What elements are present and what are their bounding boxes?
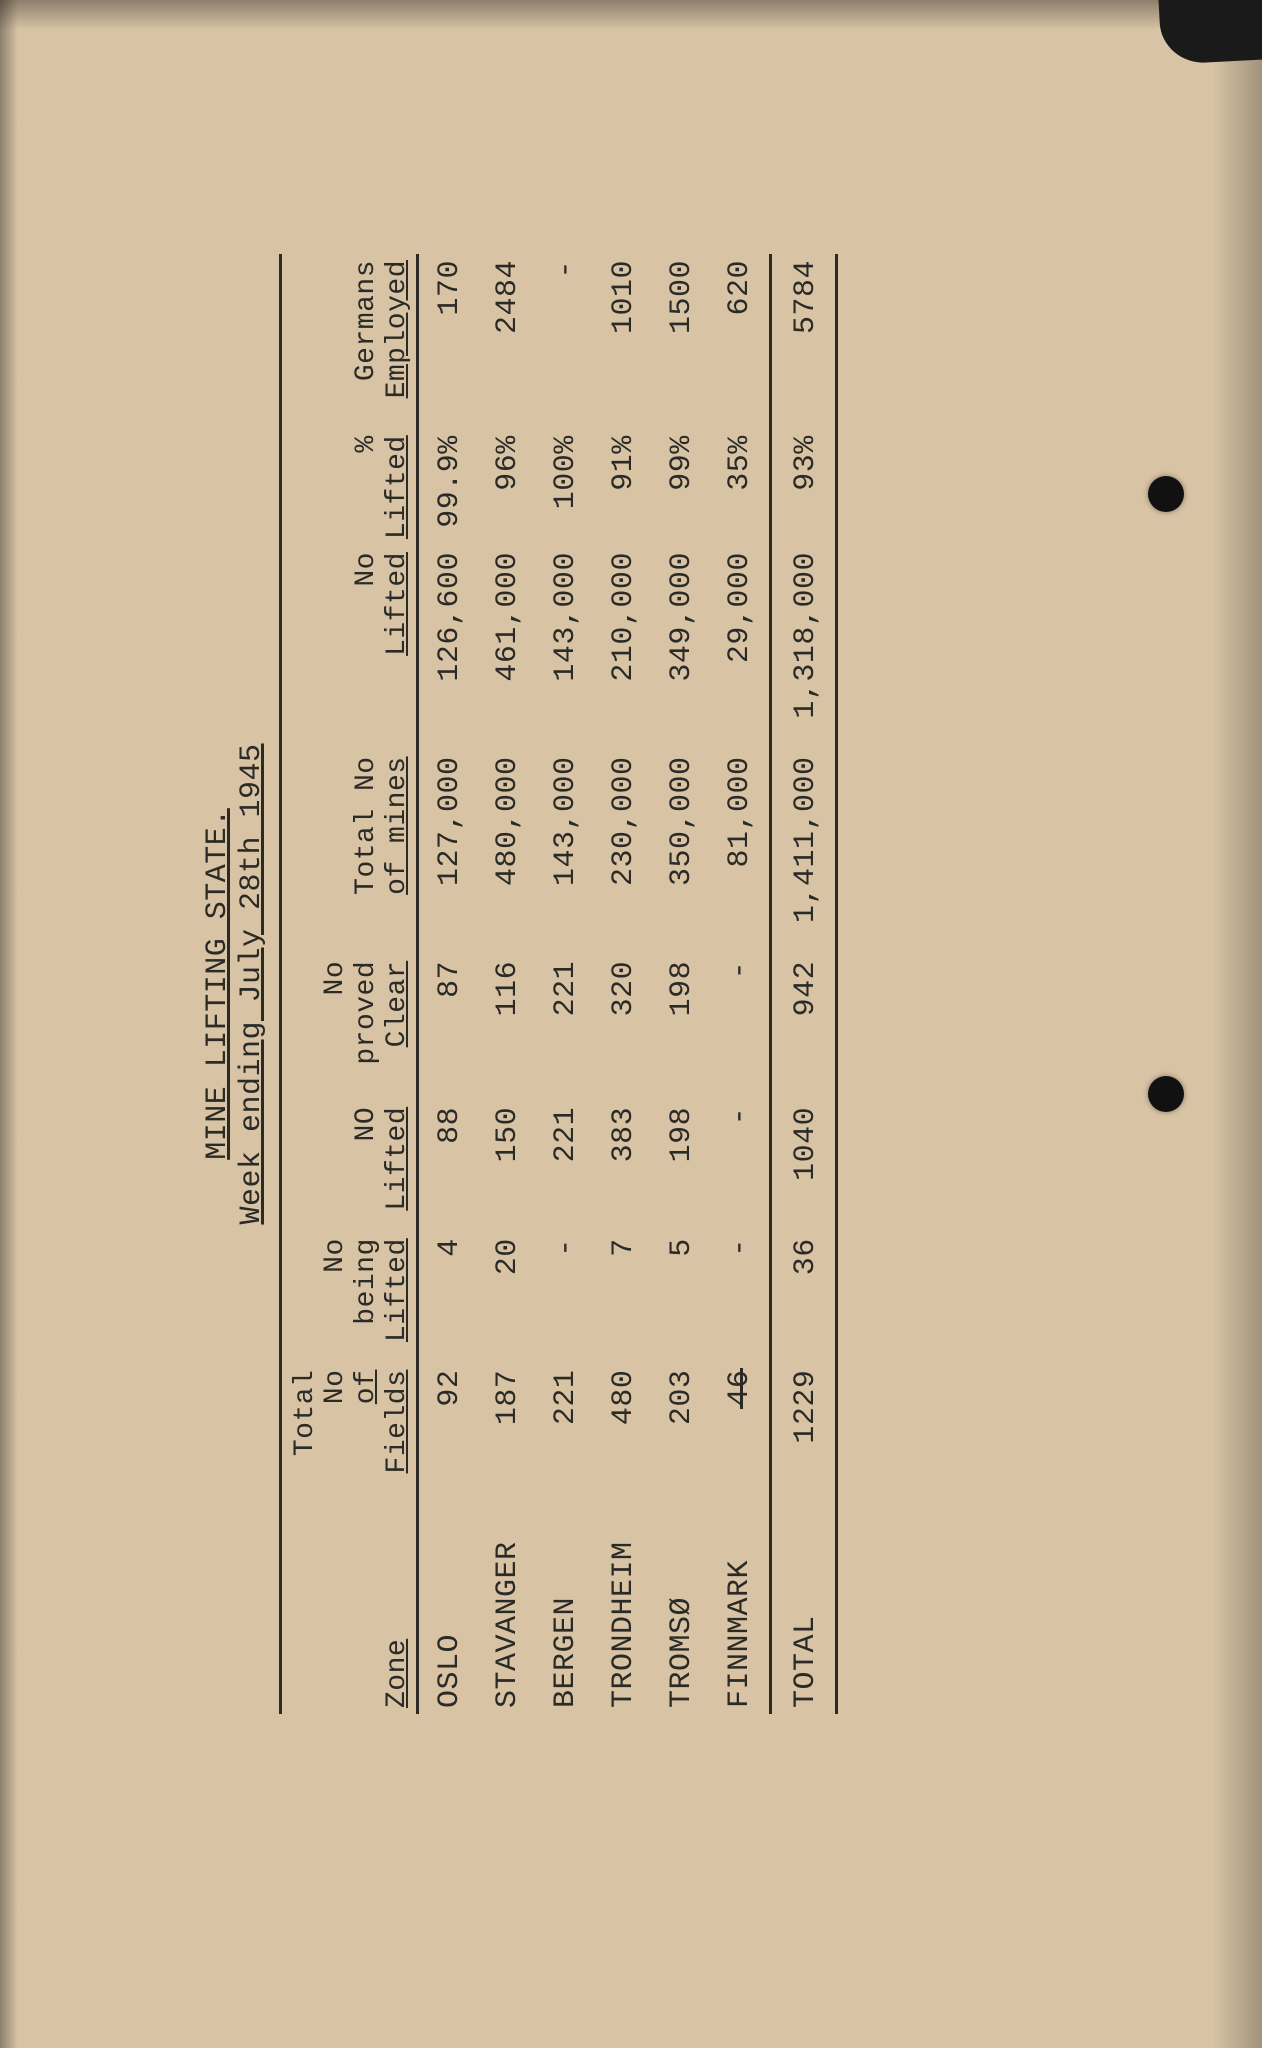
table-cell: 35% <box>711 429 771 546</box>
table-cell: 350,000 <box>653 750 711 954</box>
table-cell: - <box>537 254 595 429</box>
table-cell: 7 <box>595 1232 653 1363</box>
table-cell: 620 <box>711 254 771 429</box>
table-cell: 221 <box>537 1101 595 1232</box>
table-row: OSLO9248887127,000126,60099.9%170 <box>421 254 479 1714</box>
table-cell: 20 <box>479 1232 537 1363</box>
table-header-row: Zone Total No of Fields No being Lifted … <box>285 254 418 1714</box>
table-cell: 126,600 <box>421 546 479 750</box>
table-cell: 36 <box>775 1232 837 1363</box>
col-header-germans-employed: Germans Employed <box>285 254 418 429</box>
table-cell: 349,000 <box>653 546 711 750</box>
table-cell: 5 <box>653 1232 711 1363</box>
table-cell: 1229 <box>775 1364 837 1510</box>
col-header-zone: Zone <box>285 1510 418 1714</box>
table-cell: 1,318,000 <box>775 546 837 750</box>
table-cell: STAVANGER <box>479 1510 537 1714</box>
table-cell: 91% <box>595 429 653 546</box>
table-cell: 187 <box>479 1364 537 1510</box>
table-cell: - <box>711 1232 771 1363</box>
edge-shadow <box>0 0 18 2048</box>
col-header-total-mines: Total No of mines <box>285 750 418 954</box>
page-corner-dark <box>1158 0 1262 65</box>
table-cell: TROMSØ <box>653 1510 711 1714</box>
table-cell: 198 <box>653 955 711 1101</box>
mine-lifting-table: Zone Total No of Fields No being Lifted … <box>279 254 840 1714</box>
table-cell: 4 <box>421 1232 479 1363</box>
table-cell: 92 <box>421 1364 479 1510</box>
table-cell: - <box>711 1101 771 1232</box>
col-header-pct-lifted: % Lifted <box>285 429 418 546</box>
table-cell: - <box>537 1232 595 1363</box>
table-cell: 143,000 <box>537 750 595 954</box>
table-row: TRONDHEIM4807383320230,000210,00091%1010 <box>595 254 653 1714</box>
rule-line <box>836 254 840 1714</box>
table-cell: TRONDHEIM <box>595 1510 653 1714</box>
table-cell: 46 <box>711 1364 771 1510</box>
table-cell: 96% <box>479 429 537 546</box>
table-cell: 88 <box>421 1101 479 1232</box>
table-cell: 383 <box>595 1101 653 1232</box>
table-cell: 320 <box>595 955 653 1101</box>
table-cell: 942 <box>775 955 837 1101</box>
table-cell: 143,000 <box>537 546 595 750</box>
edge-shadow <box>1212 0 1262 2048</box>
table-total-row: TOTAL12293610409421,411,0001,318,00093%5… <box>775 254 837 1714</box>
table-cell: 221 <box>537 1364 595 1510</box>
table-cell: 480 <box>595 1364 653 1510</box>
col-header-mines-lifted: No Lifted <box>285 546 418 750</box>
table-cell: 210,000 <box>595 546 653 750</box>
table-cell: 1040 <box>775 1101 837 1232</box>
table-cell: 1500 <box>653 254 711 429</box>
table-cell: 221 <box>537 955 595 1101</box>
table-cell: 2484 <box>479 254 537 429</box>
col-header-no-being-lifted: No being Lifted <box>285 1232 418 1363</box>
table-cell: 1,411,000 <box>775 750 837 954</box>
table-cell: 87 <box>421 955 479 1101</box>
table-cell: 81,000 <box>711 750 771 954</box>
rotated-document: MINE LIFTING STATE. Week ending July 28t… <box>81 74 1181 1974</box>
table-cell: OSLO <box>421 1510 479 1714</box>
table-cell: 93% <box>775 429 837 546</box>
table-cell: TOTAL <box>775 1510 837 1714</box>
table-cell: 461,000 <box>479 546 537 750</box>
table-cell: FINNMARK <box>711 1510 771 1714</box>
edge-shadow <box>0 0 1262 30</box>
table-cell: 150 <box>479 1101 537 1232</box>
table-cell: 127,000 <box>421 750 479 954</box>
table-cell: BERGEN <box>537 1510 595 1714</box>
table-cell: 203 <box>653 1364 711 1510</box>
table-cell: 29,000 <box>711 546 771 750</box>
table-cell: 99.9% <box>421 429 479 546</box>
table-row: TROMSØ2035198198350,000349,00099%1500 <box>653 254 711 1714</box>
col-header-total-fields: Total No of Fields <box>285 1364 418 1510</box>
document-subtitle: Week ending July 28th 1945 <box>235 743 269 1224</box>
table-cell: 198 <box>653 1101 711 1232</box>
table-cell: 230,000 <box>595 750 653 954</box>
table-cell: 1010 <box>595 254 653 429</box>
table-cell: 170 <box>421 254 479 429</box>
table-row: BERGEN221-221221143,000143,000100%- <box>537 254 595 1714</box>
table-cell: 99% <box>653 429 711 546</box>
table-row: FINNMARK46---81,00029,00035%620 <box>711 254 771 1714</box>
table-cell: - <box>711 955 771 1101</box>
table-row: STAVANGER18720150116480,000461,00096%248… <box>479 254 537 1714</box>
col-header-no-lifted: NO Lifted <box>285 1101 418 1232</box>
table-cell: 5784 <box>775 254 837 429</box>
table-cell: 116 <box>479 955 537 1101</box>
table-cell: 100% <box>537 429 595 546</box>
document-title: MINE LIFTING STATE. <box>201 808 235 1160</box>
table-cell: 480,000 <box>479 750 537 954</box>
col-header-no-proved-clear: No proved Clear <box>285 955 418 1101</box>
scanned-page: MINE LIFTING STATE. Week ending July 28t… <box>0 0 1262 2048</box>
